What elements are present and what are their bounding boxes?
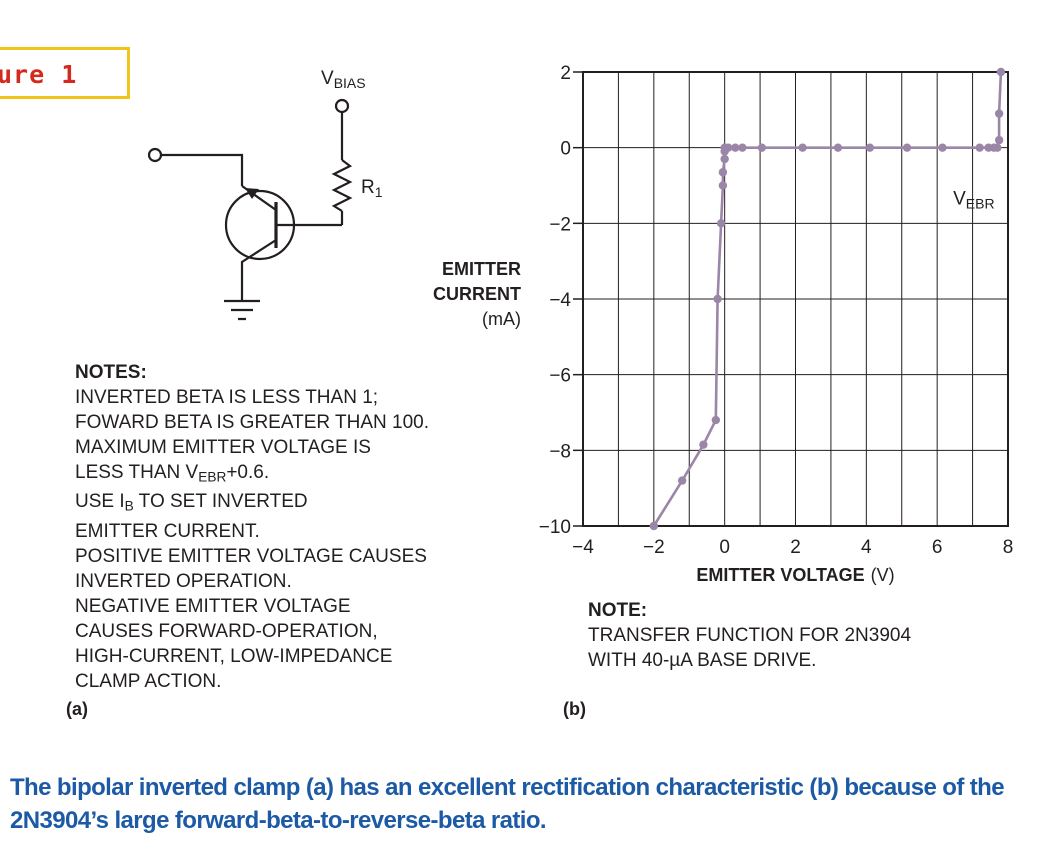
data-point <box>996 67 1006 77</box>
note-heading: NOTE: <box>588 600 648 621</box>
notes-line: POSITIVE EMITTER VOLTAGE CAUSES <box>75 545 427 567</box>
notes-line: NEGATIVE EMITTER VOLTAGE <box>75 595 351 617</box>
emitter-arrow-icon <box>245 188 259 199</box>
r1-resistor <box>331 159 353 212</box>
circuit-schematic: VBIAS R1 <box>147 68 383 321</box>
data-point <box>677 476 687 485</box>
r1-label: R1 <box>361 177 383 200</box>
data-point <box>718 168 728 177</box>
data-point <box>833 143 843 152</box>
figure-caption: The bipolar inverted clamp (a) has an ex… <box>10 771 1030 837</box>
y-axis-title-line-2: CURRENT <box>433 284 521 304</box>
data-point <box>716 219 726 228</box>
x-tick-label: 8 <box>1003 537 1014 558</box>
y-axis-unit: (mA) <box>482 309 521 329</box>
notes-line: MAXIMUM EMITTER VOLTAGE IS <box>75 437 371 458</box>
notes-line: LESS THAN VEBR+0.6. <box>75 462 270 485</box>
data-point <box>718 181 728 190</box>
x-tick-label: 4 <box>861 537 872 558</box>
figure-label-box: ure 1 <box>0 47 130 99</box>
panel-a-label: (a) <box>66 699 88 719</box>
figure-label: ure 1 <box>0 60 78 89</box>
y-tick-label: 0 <box>560 139 571 160</box>
data-point <box>757 143 767 152</box>
y-axis-title-line-1: EMITTER <box>442 259 521 279</box>
x-tick-label: 2 <box>790 537 801 558</box>
caption-line: The bipolar inverted clamp (a) has an ex… <box>10 774 1005 801</box>
note-line: WITH 40-µA BASE DRIVE. <box>588 650 817 671</box>
data-point <box>993 143 1002 152</box>
data-point <box>798 143 807 152</box>
ground-symbol <box>224 299 260 321</box>
data-point <box>713 294 722 304</box>
x-tick-label: −4 <box>572 537 594 558</box>
y-tick-label: −6 <box>549 366 571 387</box>
y-tick-label: −4 <box>549 290 571 311</box>
data-point <box>731 143 740 152</box>
x-tick-label: −2 <box>643 537 665 558</box>
y-tick-label: 2 <box>560 63 571 84</box>
y-tick-label: −2 <box>549 214 571 235</box>
data-point <box>738 143 747 152</box>
y-tick-label: −8 <box>549 441 571 462</box>
data-point <box>649 521 659 531</box>
data-point <box>699 440 708 449</box>
caption-line: 2N3904’s large forward-beta-to-reverse-b… <box>10 807 547 834</box>
data-point <box>994 135 1004 145</box>
data-point <box>902 143 912 152</box>
transfer-function-chart: −10 −8 −6 −4 −2 0 2 −4 −2 0 2 4 6 8 EMITTER VOLTAGE (V… <box>539 63 1014 585</box>
notes-line: USE IB TO SET INVERTED <box>75 491 308 514</box>
data-point <box>865 143 875 152</box>
note-line: TRANSFER FUNCTION FOR 2N3904 <box>588 625 912 646</box>
data-point <box>724 143 733 152</box>
vebr-annotation: VEBR <box>953 188 994 211</box>
data-point <box>711 415 721 425</box>
x-tick-label: 0 <box>719 537 730 558</box>
notes-panel-b: NOTE: TRANSFER FUNCTION FOR 2N3904 WITH … <box>588 598 911 673</box>
data-point <box>975 143 984 152</box>
notes-lines: INVERTED BETA IS LESS THAN 1; FOWARD BETA… <box>75 385 429 694</box>
data-point <box>720 154 729 164</box>
input-wire <box>161 153 244 186</box>
notes-line: EMITTER CURRENT. <box>75 520 260 542</box>
notes-line: INVERTED OPERATION. <box>75 570 292 592</box>
x-axis-title: EMITTER VOLTAGE (V) <box>696 565 894 585</box>
x-tick-label: 6 <box>932 537 943 558</box>
notes-heading: NOTES: <box>75 362 147 383</box>
transistor-collector-lead <box>240 239 277 300</box>
notes-line: INVERTED BETA IS LESS THAN 1; <box>75 387 379 408</box>
data-point <box>938 143 947 152</box>
panel-b-label: (b) <box>563 699 586 719</box>
y-axis-title: EMITTER CURRENT (mA) <box>410 257 521 332</box>
data-point <box>994 109 1004 118</box>
y-tick-label: −10 <box>539 517 571 538</box>
notes-panel-a: NOTES: INVERTED BETA IS LESS THAN 1; FOWA… <box>75 360 429 694</box>
notes-line: CAUSES FORWARD-OPERATION, <box>75 620 378 642</box>
notes-line: CLAMP ACTION. <box>75 670 222 692</box>
notes-line: FOWARD BETA IS GREATER THAN 100. <box>75 412 430 433</box>
vbias-label: VBIAS <box>321 68 366 91</box>
notes-line: HIGH-CURRENT, LOW-IMPEDANCE <box>75 645 393 667</box>
